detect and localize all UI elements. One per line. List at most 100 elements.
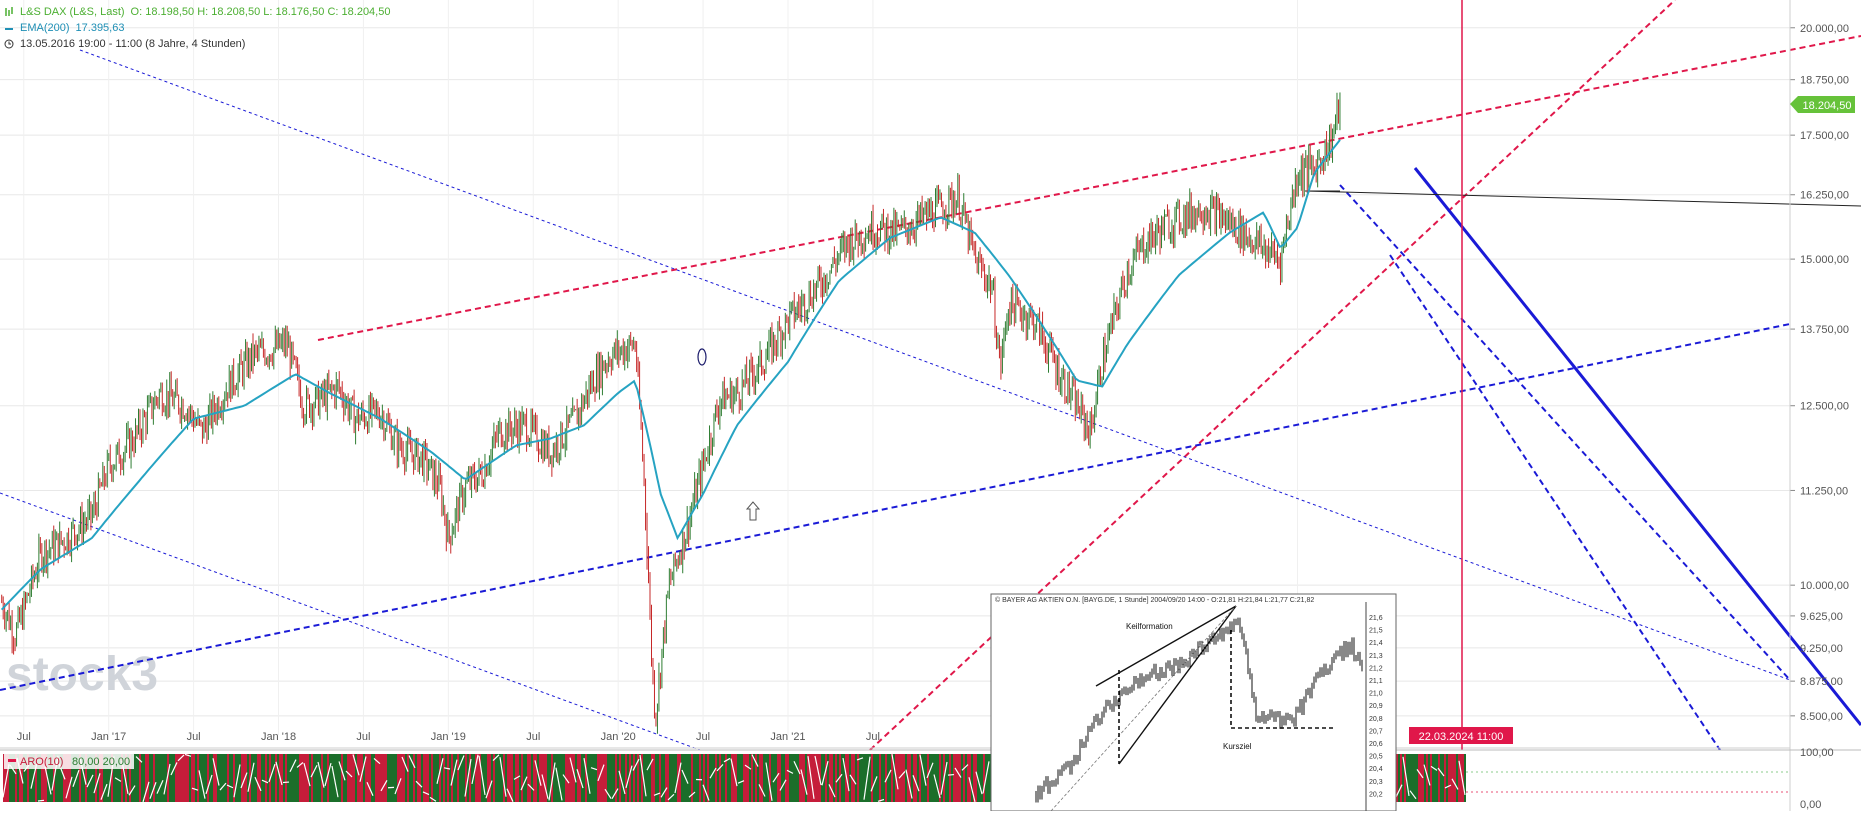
aro-bar (595, 754, 597, 802)
aro-bar (623, 754, 625, 802)
legend-timeframe-row[interactable]: 13.05.2016 19:00 - 11:00 (8 Jahre, 4 Stu… (4, 36, 390, 52)
aro-bar (229, 754, 231, 802)
aro-bar (1454, 754, 1456, 802)
inset-y-tick-label: 21,5 (1369, 628, 1383, 635)
aro-bar (567, 754, 569, 802)
aro-bar (291, 754, 293, 802)
inset-label-wedge: Keilformation (1126, 622, 1173, 631)
aro-bar (447, 754, 449, 802)
aro-bar (177, 754, 179, 802)
aro-bar (737, 754, 739, 802)
aro-bar (491, 754, 493, 802)
aro-bar (395, 754, 397, 802)
aro-bar (383, 754, 385, 802)
aro-bar (835, 754, 837, 802)
aro-bar (263, 754, 265, 802)
aro-bar (187, 754, 189, 802)
aro-bar (435, 754, 437, 802)
aro-bar (529, 754, 531, 802)
aro-bar (457, 754, 459, 802)
aro-bar (415, 754, 417, 802)
aro-bar (381, 754, 383, 802)
aro-bar (829, 754, 831, 802)
aro-bar (235, 754, 237, 802)
aro-bar (625, 754, 627, 802)
aro-bar (531, 754, 533, 802)
aro-bar (315, 754, 317, 802)
aro-bar (225, 754, 227, 802)
aro-bar (555, 754, 557, 802)
aro-bar (747, 754, 749, 802)
aro-bar (787, 754, 789, 802)
aro-bar (1400, 754, 1402, 802)
aro-bar (331, 754, 333, 802)
aro-bar (289, 754, 291, 802)
aro-bar (257, 754, 259, 802)
aro-bar (351, 754, 353, 802)
aro-bar (433, 754, 435, 802)
aro-bar (339, 754, 341, 802)
aro-bar (223, 754, 225, 802)
y-tick-label: 9.250,00 (1800, 643, 1843, 655)
inset-chart: © BAYER AG AKTIEN O.N. [BAYG.DE, 1 Stund… (991, 594, 1396, 811)
aro-bar (489, 754, 491, 802)
aro-bar (681, 754, 683, 802)
aro-bar (1448, 754, 1450, 802)
aro-bar (659, 754, 661, 802)
aro-bar (667, 754, 669, 802)
aro-bar (713, 754, 715, 802)
aro-bar (221, 754, 223, 802)
x-tick-label: Jul (696, 731, 710, 743)
aro-bar (979, 754, 981, 802)
aro-bar (1430, 754, 1432, 802)
aro-bar (931, 754, 933, 802)
aro-bar (679, 754, 681, 802)
aro-bar (407, 754, 409, 802)
inset-frame (991, 594, 1396, 811)
aro-bar (633, 754, 635, 802)
aro-bar (611, 754, 613, 802)
aro-bar (171, 754, 173, 802)
aro-bar (431, 754, 433, 802)
aro-bar (175, 754, 177, 802)
aro-line (948, 775, 954, 776)
aro-bar (367, 754, 369, 802)
inset-y-tick-label: 20,6 (1369, 741, 1383, 748)
inset-y-tick-label: 21,1 (1369, 678, 1383, 685)
aro-bar (345, 754, 347, 802)
inset-y-tick-label: 21,2 (1369, 665, 1383, 672)
aro-bar (745, 754, 747, 802)
aro-bar (1436, 754, 1438, 802)
aro-bar (179, 754, 181, 802)
aro-block-left (3, 754, 991, 802)
legend-instrument-row[interactable]: L&S DAX (L&S, Last) O: 18.198,50 H: 18.2… (4, 4, 390, 20)
aro-bar (853, 754, 855, 802)
y-tick-label: 15.000,00 (1800, 254, 1849, 266)
aro-bar (219, 754, 221, 802)
aro-bar (1432, 754, 1434, 802)
aro-bar (759, 754, 761, 802)
aro-bar (799, 754, 801, 802)
aro-bar (239, 754, 241, 802)
legend-ema-row[interactable]: EMA(200) 17.395,63 (4, 20, 390, 36)
aro-bar (191, 754, 193, 802)
aro-bar (271, 754, 273, 802)
aro-bar (169, 754, 171, 802)
y-tick-label: 13.750,00 (1800, 324, 1849, 336)
aro-bar (1398, 754, 1400, 802)
clock-icon (4, 39, 14, 49)
inset-y-tick-label: 20,9 (1369, 703, 1383, 710)
aro-bar (147, 754, 149, 802)
aro-bar (581, 754, 583, 802)
aro-bar (197, 754, 199, 802)
date-marker-label: 22.03.2024 11:00 (1419, 731, 1504, 743)
inset-y-tick-label: 20,4 (1369, 766, 1383, 773)
aro-bar (1414, 754, 1416, 802)
aro-bar (399, 754, 401, 802)
aro-bar (387, 754, 389, 802)
aro-bar (329, 754, 331, 802)
aro-bar (883, 754, 885, 802)
aro-bar (1438, 754, 1440, 802)
x-tick-label: Jul (187, 731, 201, 743)
